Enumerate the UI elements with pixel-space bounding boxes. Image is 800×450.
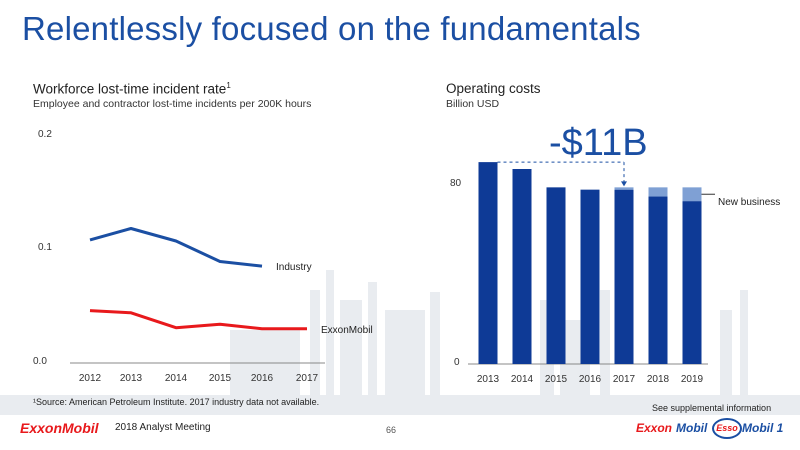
legend-label-industry: Industry (276, 262, 312, 273)
mobil-logo: Mobil (676, 421, 708, 435)
new-business-label: New business (718, 197, 781, 208)
bar-base (614, 189, 634, 364)
right-x-tick: 2017 (613, 374, 636, 385)
bar-base (478, 162, 498, 364)
legend-label-exxonmobil: ExxonMobil (321, 325, 373, 336)
right-x-tick: 2019 (681, 374, 704, 385)
left-x-tick: 2013 (120, 373, 143, 384)
right-chart-title: Operating costs (446, 81, 541, 96)
bar-new-business (682, 187, 702, 202)
left-chart-title: Workforce lost-time incident rate1 (33, 81, 231, 97)
left-y-tick: 0.0 (33, 356, 47, 367)
right-x-tick: 2013 (477, 374, 500, 385)
right-x-tick: 2016 (579, 374, 602, 385)
right-x-tick: 2015 (545, 374, 568, 385)
esso-logo: Esso (712, 418, 742, 439)
exxonmobil-logo: ExxonMobil (20, 420, 99, 436)
bar-new-business (614, 187, 634, 190)
exxon-logo: Exxon (636, 421, 673, 435)
left-chart-subtitle: Employee and contractor lost-time incide… (33, 98, 312, 110)
right-chart-subtitle: Billion USD (446, 98, 500, 110)
left-x-tick: 2014 (165, 373, 188, 384)
bar-new-business (648, 187, 668, 197)
slide-title: Relentlessly focused on the fundamentals (22, 10, 641, 47)
mobil1-logo: Mobil 1 (742, 421, 784, 435)
esso-logo-text: Esso (716, 423, 738, 433)
series-line-exxonmobil (89, 309, 307, 331)
page-number: 66 (386, 425, 397, 435)
right-x-tick: 2014 (511, 374, 534, 385)
arrowhead-icon (621, 181, 627, 187)
left-x-tick: 2017 (296, 373, 319, 384)
left-x-tick: 2012 (79, 373, 102, 384)
bar-base (648, 196, 668, 364)
footer-meeting: 2018 Analyst Meeting (115, 422, 211, 433)
supplemental-note: See supplemental information (652, 403, 772, 413)
series-line-industry (89, 227, 263, 268)
right-y-tick: 0 (454, 357, 460, 368)
left-x-tick: 2015 (209, 373, 232, 384)
bar-base (580, 189, 600, 364)
left-y-tick: 0.2 (38, 129, 52, 140)
source-footnote: ¹Source: American Petroleum Institute. 2… (33, 397, 320, 407)
right-y-tick: 80 (450, 178, 462, 189)
left-x-tick: 2016 (251, 373, 274, 384)
cost-reduction-callout: -$11B (549, 122, 648, 164)
bar-base (546, 187, 566, 364)
left-y-tick: 0.1 (38, 242, 52, 253)
bar-base (682, 201, 702, 364)
bar-base (512, 169, 532, 364)
right-x-tick: 2018 (647, 374, 670, 385)
